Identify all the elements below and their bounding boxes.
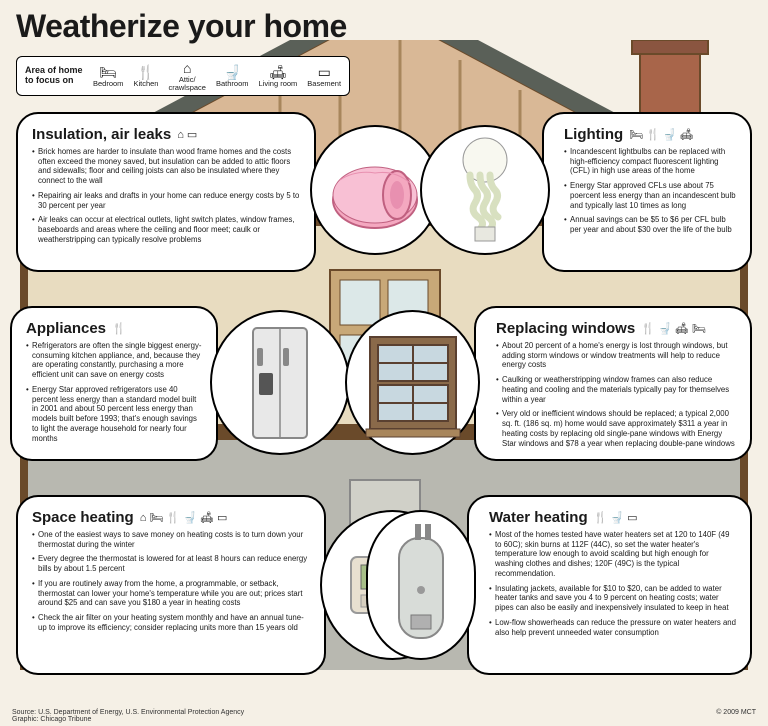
panel-insulation: Insulation, air leaks ⌂ ▭ Brick homes are… [16, 112, 316, 272]
panel-area-icons: 🛏 🍴 🚽 🛋 [629, 128, 694, 141]
window-illustration [345, 310, 480, 455]
bullet: Very old or inefficient windows should b… [496, 409, 736, 448]
bullet: Annual savings can be $5 to $6 per CFL b… [564, 215, 736, 234]
footer: Source: U.S. Department of Energy, U.S. … [12, 709, 756, 723]
panel-title: Water heating [489, 509, 588, 526]
bullet: Air leaks can occur at electrical outlet… [32, 215, 300, 244]
panel-title: Insulation, air leaks [32, 126, 171, 143]
bullet: Most of the homes tested have water heat… [489, 530, 736, 579]
panel-appliances: Appliances 🍴 Refrigerators are often the … [10, 306, 218, 461]
panel-title: Replacing windows [496, 320, 635, 337]
panel-area-icons: ⌂ ▭ [177, 128, 197, 141]
panel-area-icons: 🍴 🚽 🛋 🛏 [641, 322, 706, 335]
area-bar-label: Area of home to focus on [25, 66, 83, 86]
panel-windows: Replacing windows 🍴 🚽 🛋 🛏 About 20 percen… [474, 306, 752, 461]
bed-icon: 🛏 [99, 65, 117, 79]
area-item-attic: ⌂Attic/ crawlspace [168, 61, 206, 91]
bathroom-icon: 🚽 [224, 65, 241, 79]
area-item-bedroom: 🛏Bedroom [93, 65, 123, 88]
panel-area-icons: ⌂ 🛏 🍴 🚽 🛋 ▭ [140, 511, 228, 524]
panel-lighting: Lighting 🛏 🍴 🚽 🛋 Incandescent lightbulbs … [542, 112, 752, 272]
area-item-basement: ▭Basement [307, 65, 341, 88]
source-credit: Source: U.S. Department of Energy, U.S. … [12, 709, 244, 723]
basement-icon: ▭ [318, 65, 331, 79]
panel-title: Appliances [26, 320, 106, 337]
panel-title: Lighting [564, 126, 623, 143]
bullet: Incandescent lightbulbs can be replaced … [564, 147, 736, 176]
panel-area-icons: 🍴 [112, 322, 126, 335]
area-of-home-bar: Area of home to focus on 🛏Bedroom 🍴Kitch… [16, 56, 350, 96]
bullet: About 20 percent of a home's energy is l… [496, 341, 736, 370]
panel-area-icons: 🍴 🚽 ▭ [594, 511, 638, 524]
bullet: Low-flow showerheads can reduce the pres… [489, 618, 736, 637]
bullet: Every degree the thermostat is lowered f… [32, 554, 310, 573]
copyright: © 2009 MCT [716, 709, 756, 723]
panel-space-heating: Space heating ⌂ 🛏 🍴 🚽 🛋 ▭ One of the easi… [16, 495, 326, 675]
bullet: Refrigerators are often the single bigge… [26, 341, 202, 380]
bullet: Energy Star approved CFLs use about 75 p… [564, 181, 736, 210]
bullet: Insulating jackets, available for $10 to… [489, 584, 736, 613]
attic-icon: ⌂ [183, 61, 191, 75]
kitchen-icon: 🍴 [137, 65, 154, 79]
bullet: Repairing air leaks and drafts in your h… [32, 191, 300, 210]
bullet: Energy Star approved refrigerators use 4… [26, 385, 202, 443]
area-item-bathroom: 🚽Bathroom [216, 65, 249, 88]
panel-water-heating: Water heating 🍴 🚽 ▭ Most of the homes tes… [467, 495, 752, 675]
cfl-bulb-illustration [420, 125, 550, 255]
page-title: Weatherize your home [16, 8, 347, 45]
water-heater-illustration [366, 510, 476, 660]
bullet: Check the air filter on your heating sys… [32, 613, 310, 632]
area-item-kitchen: 🍴Kitchen [133, 65, 158, 88]
bullet: Caulking or weatherstripping window fram… [496, 375, 736, 404]
bullet: Brick homes are harder to insulate than … [32, 147, 300, 186]
bullet: One of the easiest ways to save money on… [32, 530, 310, 549]
refrigerator-illustration [210, 310, 350, 455]
bullet: If you are routinely away from the home,… [32, 579, 310, 608]
area-item-livingroom: 🛋Living room [259, 65, 298, 88]
panel-title: Space heating [32, 509, 134, 526]
livingroom-icon: 🛋 [269, 65, 287, 79]
